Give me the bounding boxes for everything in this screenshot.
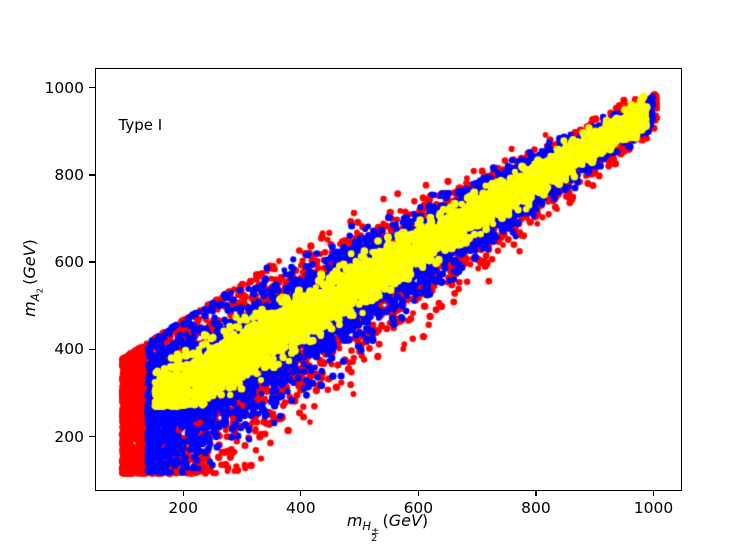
y-tick-label: 800 — [54, 165, 84, 184]
y-tick-label: 400 — [54, 340, 84, 359]
scatter-canvas — [96, 69, 681, 490]
x-tick-mark — [182, 490, 184, 497]
y-tick-mark — [89, 435, 95, 438]
plot-area — [95, 68, 682, 491]
x-tick-mark — [652, 490, 655, 497]
y-tick-mark — [89, 174, 95, 176]
y-tick-label: 600 — [54, 253, 84, 272]
x-tick-label: 600 — [403, 499, 434, 517]
x-tick-mark — [300, 490, 302, 497]
x-tick-label: 400 — [285, 499, 316, 517]
y-tick-label: 200 — [54, 427, 84, 446]
plot-annotation: Type I — [118, 115, 163, 134]
y-tick-mark — [89, 348, 95, 351]
x-tick-mark — [417, 490, 419, 497]
x-tick-mark — [535, 490, 537, 497]
y-tick-mark — [89, 261, 95, 263]
x-tick-label: 200 — [168, 499, 198, 517]
x-axis-label: mH ±2 (GeV) — [346, 511, 429, 545]
x-tick-label: 800 — [521, 499, 551, 517]
y-axis-label: mA2 (GeV) — [20, 239, 45, 317]
y-tick-mark — [89, 86, 95, 89]
x-tick-label: 1000 — [633, 499, 674, 517]
y-tick-label: 1000 — [44, 78, 84, 97]
